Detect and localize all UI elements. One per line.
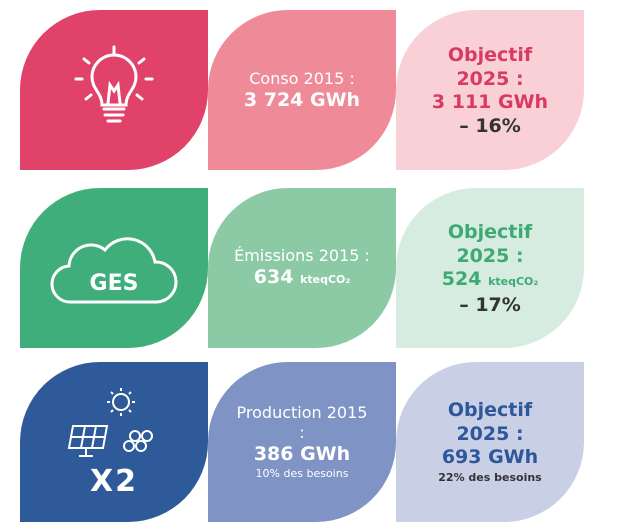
icon-label: GES — [90, 271, 139, 296]
label: Objectif 2025 : — [447, 398, 533, 445]
unit: kteqCO₂ — [488, 274, 539, 288]
icon-card: X2 — [20, 362, 208, 522]
target-card: Objectif 2025 : 693 GWh 22% des besoins — [396, 362, 584, 522]
value: 386 GWh — [253, 442, 351, 465]
current-card: Production 2015 : 386 GWh 10% des besoin… — [208, 362, 396, 522]
target-card: Objectif 2025 : 3 111 GWh – 16% — [396, 10, 584, 170]
value: 3 724 GWh — [243, 88, 361, 111]
current-card: Conso 2015 : 3 724 GWh — [208, 10, 396, 170]
label: Production 2015 : — [236, 402, 368, 442]
bulb-icon — [74, 45, 154, 123]
target-card: Objectif 2025 : 524 kteqCO₂ – 17% — [396, 188, 584, 348]
cloud-icon: GES — [50, 237, 178, 304]
energy-icon — [67, 388, 153, 457]
label: Émissions 2015 : — [234, 245, 370, 265]
icon-label: X2 — [89, 464, 138, 499]
note: 10% des besoins — [255, 466, 349, 480]
icon-card — [20, 10, 208, 170]
label: Objectif 2025 : — [447, 43, 533, 90]
value: 3 111 GWh — [431, 90, 549, 113]
value: 634 — [253, 265, 294, 288]
change: – 17% — [459, 293, 521, 316]
label: Objectif 2025 : — [447, 220, 533, 267]
current-card: Émissions 2015 : 634 kteqCO₂ — [208, 188, 396, 348]
note: 22% des besoins — [438, 470, 542, 484]
change: – 16% — [459, 114, 521, 137]
unit: kteqCO₂ — [300, 272, 351, 286]
value: 693 GWh — [441, 445, 539, 468]
icon-card: GES — [20, 188, 208, 348]
label: Conso 2015 : — [249, 68, 355, 88]
value: 524 — [441, 267, 482, 290]
